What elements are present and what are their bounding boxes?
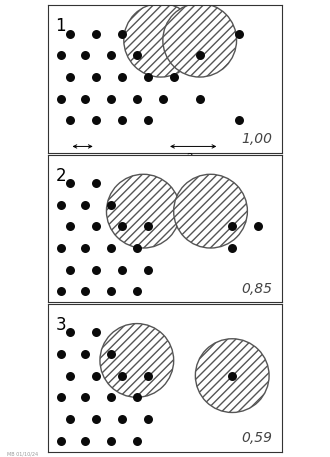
- Point: [82, 288, 87, 295]
- Circle shape: [100, 324, 174, 397]
- Point: [197, 52, 202, 59]
- Point: [93, 415, 98, 423]
- Point: [82, 201, 87, 208]
- Point: [82, 393, 87, 401]
- Point: [93, 179, 98, 186]
- Point: [82, 244, 87, 252]
- Text: 1,00: 1,00: [242, 133, 273, 146]
- Point: [119, 74, 124, 81]
- Circle shape: [107, 174, 180, 248]
- Point: [145, 74, 150, 81]
- Point: [108, 201, 114, 208]
- Text: 0,59: 0,59: [242, 431, 273, 445]
- Point: [67, 372, 72, 379]
- Point: [108, 95, 114, 102]
- Point: [82, 437, 87, 444]
- Point: [58, 437, 64, 444]
- Text: 2: 2: [55, 166, 66, 185]
- Circle shape: [124, 3, 198, 77]
- Text: MB 01/10/24: MB 01/10/24: [7, 451, 38, 456]
- Point: [197, 95, 202, 102]
- Point: [145, 266, 150, 273]
- Circle shape: [163, 3, 237, 77]
- Point: [119, 372, 124, 379]
- Point: [93, 223, 98, 230]
- Point: [82, 52, 87, 59]
- Point: [134, 288, 140, 295]
- Text: 2a: 2a: [187, 153, 200, 163]
- Point: [119, 266, 124, 273]
- Point: [67, 266, 72, 273]
- Point: [82, 95, 87, 102]
- Point: [93, 30, 98, 37]
- Point: [108, 244, 114, 252]
- Text: 1: 1: [55, 17, 66, 35]
- Point: [58, 52, 64, 59]
- Point: [108, 350, 114, 357]
- Point: [58, 393, 64, 401]
- Point: [256, 223, 261, 230]
- Point: [236, 117, 241, 124]
- Point: [145, 372, 150, 379]
- Point: [108, 52, 114, 59]
- Point: [134, 244, 140, 252]
- Point: [230, 244, 235, 252]
- Point: [119, 223, 124, 230]
- Point: [171, 74, 176, 81]
- Point: [67, 223, 72, 230]
- Point: [67, 179, 72, 186]
- Point: [58, 288, 64, 295]
- Point: [58, 95, 64, 102]
- Point: [93, 372, 98, 379]
- Point: [108, 437, 114, 444]
- Point: [119, 415, 124, 423]
- Point: [67, 329, 72, 336]
- Point: [145, 415, 150, 423]
- Point: [230, 223, 235, 230]
- Point: [108, 288, 114, 295]
- Point: [93, 74, 98, 81]
- Circle shape: [195, 339, 269, 413]
- Point: [108, 393, 114, 401]
- Text: a: a: [80, 153, 86, 163]
- Point: [67, 30, 72, 37]
- Point: [58, 201, 64, 208]
- Point: [93, 329, 98, 336]
- Text: 3: 3: [55, 316, 66, 334]
- Point: [145, 223, 150, 230]
- Point: [145, 117, 150, 124]
- Point: [134, 393, 140, 401]
- Point: [82, 350, 87, 357]
- Point: [134, 52, 140, 59]
- Point: [67, 415, 72, 423]
- Point: [58, 350, 64, 357]
- Text: 0,85: 0,85: [242, 282, 273, 296]
- Point: [67, 74, 72, 81]
- Point: [230, 372, 235, 379]
- Point: [93, 117, 98, 124]
- Point: [119, 117, 124, 124]
- Point: [119, 30, 124, 37]
- Point: [236, 30, 241, 37]
- Circle shape: [174, 174, 248, 248]
- Point: [58, 244, 64, 252]
- Point: [134, 95, 140, 102]
- Point: [67, 117, 72, 124]
- Point: [160, 95, 165, 102]
- Point: [134, 437, 140, 444]
- Point: [93, 266, 98, 273]
